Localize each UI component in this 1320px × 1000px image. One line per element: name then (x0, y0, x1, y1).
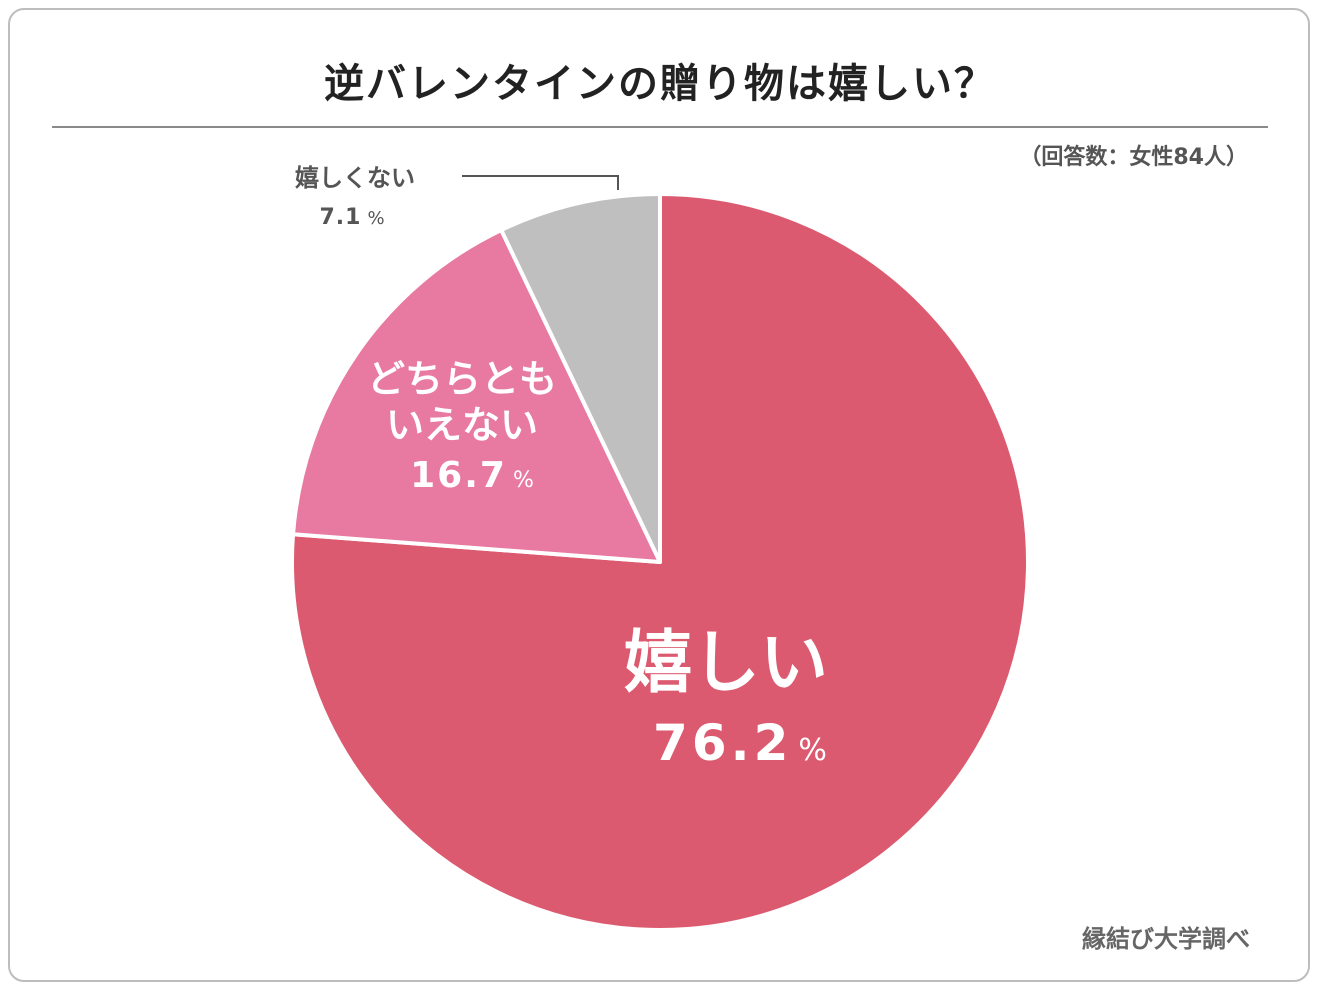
value-unit-ureshikunai: % (367, 208, 384, 229)
leader-line-ureshikunai (462, 175, 619, 190)
value-number-ureshikunai: 7.1 (319, 205, 361, 230)
pie-slice-ureshii (290, 192, 1030, 932)
value-unit-dochiratomo: % (513, 468, 534, 493)
sample-size-note: （回答数：女性84人） (1019, 145, 1248, 170)
category-label-dochiratomo-line2: いえない (386, 403, 538, 447)
category-label-dochiratomo-line1: どちらとも (367, 357, 557, 401)
value-label-ureshikunai: 7.1% (319, 205, 384, 230)
category-label-ureshikunai: 嬉しくない (295, 164, 415, 192)
pie-slice-dochiratomo (291, 228, 662, 564)
value-label-ureshii: 76.2% (653, 714, 827, 772)
value-label-dochiratomo: 16.7% (410, 455, 534, 496)
category-label-ureshii: 嬉しい (624, 624, 828, 703)
pie-slice-ureshikunai (499, 192, 662, 564)
source-note: 縁結び大学調べ (1082, 925, 1250, 953)
title-divider (52, 126, 1268, 128)
value-number-dochiratomo: 16.7 (410, 455, 507, 496)
pie-slices (290, 192, 1030, 932)
chart-title: 逆バレンタインの贈り物は嬉しい？ (324, 61, 996, 107)
value-unit-ureshii: % (798, 733, 827, 768)
value-number-ureshii: 76.2 (653, 714, 792, 772)
